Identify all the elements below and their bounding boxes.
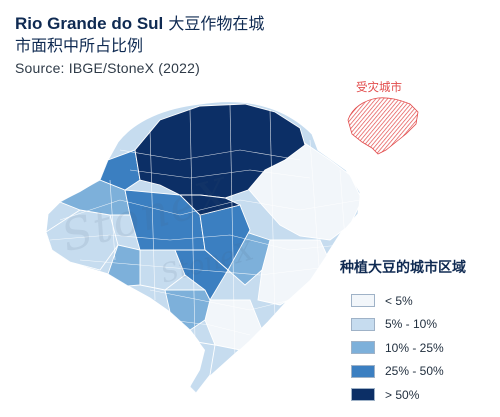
title-english: Rio Grande do Sul	[15, 14, 164, 33]
legend-label: 10% - 25%	[385, 340, 444, 355]
legend-label: > 50%	[385, 387, 420, 402]
title-chinese-line2: 市面积中所占比例	[15, 36, 144, 55]
legend-swatch	[351, 341, 375, 355]
legend-swatch	[351, 317, 375, 331]
legend-item: 10% - 25%	[340, 336, 490, 360]
legend-label: 5% - 10%	[385, 317, 438, 332]
legend-item: < 5%	[340, 289, 490, 313]
region-center-10-25	[107, 244, 141, 287]
source-note: Source: IBGE/StoneX (2022)	[15, 60, 200, 76]
legend-swatch	[351, 294, 375, 308]
legend-swatch	[351, 364, 375, 378]
legend-label: 25% - 50%	[385, 364, 444, 379]
region-north-over-50	[134, 103, 306, 199]
legend-item: 5% - 10%	[340, 313, 490, 337]
region-south-light	[204, 299, 263, 351]
region-north-over-50-b	[178, 194, 242, 216]
title-chinese-line1: 大豆作物在城	[168, 14, 265, 33]
region-se-5-10	[184, 339, 216, 394]
inset-state-shape	[347, 97, 419, 155]
region-sc-25-50	[174, 249, 229, 301]
legend: 种植大豆的城市区域 < 5% 5% - 10% 10% - 25% 25% - …	[340, 257, 490, 407]
legend-item: > 50%	[340, 383, 490, 407]
inset-label: 受灾城市	[356, 80, 402, 94]
legend-title: 种植大豆的城市区域	[340, 260, 466, 276]
legend-label: < 5%	[385, 293, 413, 308]
legend-swatch	[351, 388, 375, 402]
inset-affected-map	[347, 97, 419, 155]
legend-item: 25% - 50%	[340, 360, 490, 384]
map-title: Rio Grande do Sul 大豆作物在城 市面积中所占比例	[15, 13, 375, 57]
